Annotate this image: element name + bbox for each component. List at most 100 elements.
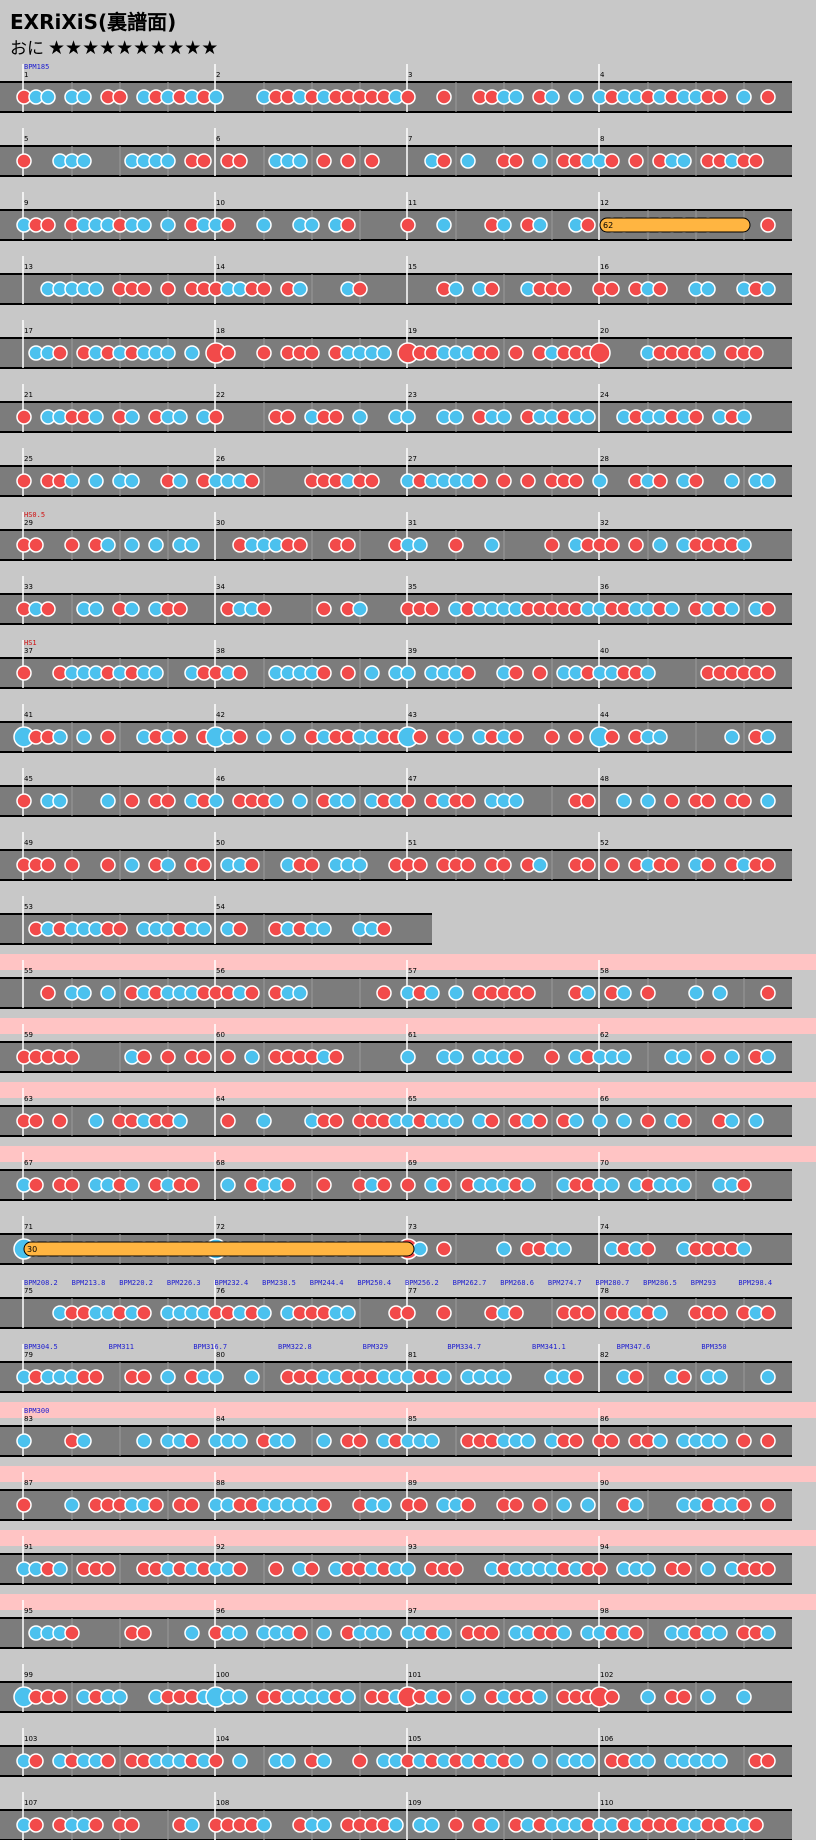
balloon-note xyxy=(23,1241,415,1257)
ka-note xyxy=(568,89,584,105)
measure-number: 6 xyxy=(216,135,221,143)
don-note xyxy=(556,281,572,297)
gogo-band xyxy=(0,1402,816,1418)
don-note xyxy=(16,793,32,809)
don-note xyxy=(436,1305,452,1321)
ka-note xyxy=(256,217,272,233)
tempo-event: HS1 xyxy=(24,639,37,647)
measure-number: 11 xyxy=(408,199,417,207)
don-note xyxy=(232,665,248,681)
don-note xyxy=(589,342,611,364)
don-note xyxy=(712,89,728,105)
don-note xyxy=(640,1113,656,1129)
measure-number: 4 xyxy=(600,71,605,79)
don-note xyxy=(592,1561,608,1577)
measure-number: 77 xyxy=(408,1287,417,1295)
don-note xyxy=(28,1817,44,1833)
ka-note xyxy=(52,729,68,745)
don-note xyxy=(208,409,224,425)
don-note xyxy=(328,1113,344,1129)
tempo-event: BPM268.6 xyxy=(500,1279,534,1287)
ka-note xyxy=(580,409,596,425)
tempo-event: BPM322.8 xyxy=(278,1343,312,1351)
don-note xyxy=(256,345,272,361)
ka-note xyxy=(448,1049,464,1065)
don-note xyxy=(40,217,56,233)
ka-note xyxy=(64,473,80,489)
measure-number: 90 xyxy=(600,1479,609,1487)
tempo-event: BPM341.1 xyxy=(532,1343,566,1351)
ka-note xyxy=(556,1497,572,1513)
ka-note xyxy=(616,1113,632,1129)
ka-note xyxy=(100,537,116,553)
don-note xyxy=(664,857,680,873)
ka-note xyxy=(400,1561,416,1577)
measure-number: 87 xyxy=(24,1479,33,1487)
ka-note xyxy=(292,281,308,297)
don-note xyxy=(340,153,356,169)
don-note xyxy=(64,1049,80,1065)
tempo-event: BPM262.7 xyxy=(453,1279,487,1287)
ka-note xyxy=(280,729,296,745)
don-note xyxy=(40,985,56,1001)
ka-note xyxy=(760,473,776,489)
ka-note xyxy=(436,1625,452,1641)
ka-note xyxy=(580,1497,596,1513)
measure-number: 53 xyxy=(24,903,33,911)
measure-number: 13 xyxy=(24,263,33,271)
measure-number: 25 xyxy=(24,455,33,463)
don-note xyxy=(760,601,776,617)
ka-note xyxy=(268,793,284,809)
ka-note xyxy=(508,793,524,809)
tempo-event: BPM293 xyxy=(691,1279,716,1287)
don-note xyxy=(16,665,32,681)
tempo-event: BPM238.5 xyxy=(262,1279,296,1287)
measure-number: 34 xyxy=(216,583,225,591)
ka-note xyxy=(172,1113,188,1129)
ka-note xyxy=(448,409,464,425)
measure-number: 91 xyxy=(24,1543,33,1551)
don-note xyxy=(496,473,512,489)
ka-note xyxy=(640,793,656,809)
chart-row: 49 50 51 52 xyxy=(0,832,792,881)
ka-note xyxy=(556,1625,572,1641)
ka-note xyxy=(340,1689,356,1705)
chart-row: 99 100 101 102 xyxy=(0,1664,792,1713)
don-note xyxy=(328,1049,344,1065)
chart-row: 75 76 77 78 BPM208.2 BPM213.8 BPM220.2 BPM226.3… xyxy=(0,1279,792,1329)
don-note xyxy=(364,153,380,169)
don-note xyxy=(652,281,668,297)
don-note xyxy=(52,1689,68,1705)
measure-number: 107 xyxy=(24,1799,37,1807)
don-note xyxy=(412,1497,428,1513)
don-note xyxy=(628,1369,644,1385)
measure-number: 70 xyxy=(600,1159,609,1167)
don-note xyxy=(352,1433,368,1449)
don-note xyxy=(28,537,44,553)
don-note xyxy=(436,153,452,169)
measure-number: 103 xyxy=(24,1735,37,1743)
don-note xyxy=(484,345,500,361)
ka-note xyxy=(496,217,512,233)
ka-note xyxy=(160,345,176,361)
ka-note xyxy=(52,793,68,809)
don-note xyxy=(136,1305,152,1321)
don-note xyxy=(316,1177,332,1193)
ka-note xyxy=(460,153,476,169)
chart-row: 41 42 43 44 xyxy=(0,704,792,753)
chart-row: 107 108 109 110 xyxy=(0,1792,792,1840)
ka-note xyxy=(712,985,728,1001)
tempo-event: BPM208.2 xyxy=(24,1279,58,1287)
don-note xyxy=(40,857,56,873)
difficulty-label: おに xyxy=(10,39,44,59)
ka-note xyxy=(424,1433,440,1449)
measure-number: 69 xyxy=(408,1159,417,1167)
chart-row: 71 72 73 74 30 xyxy=(0,1216,792,1265)
measure-number: 89 xyxy=(408,1479,417,1487)
tempo-event: BPM300 xyxy=(24,1407,49,1415)
don-note xyxy=(100,729,116,745)
don-note xyxy=(508,1497,524,1513)
ka-note xyxy=(736,89,752,105)
tempo-event: BPM280.7 xyxy=(596,1279,630,1287)
don-note xyxy=(364,473,380,489)
